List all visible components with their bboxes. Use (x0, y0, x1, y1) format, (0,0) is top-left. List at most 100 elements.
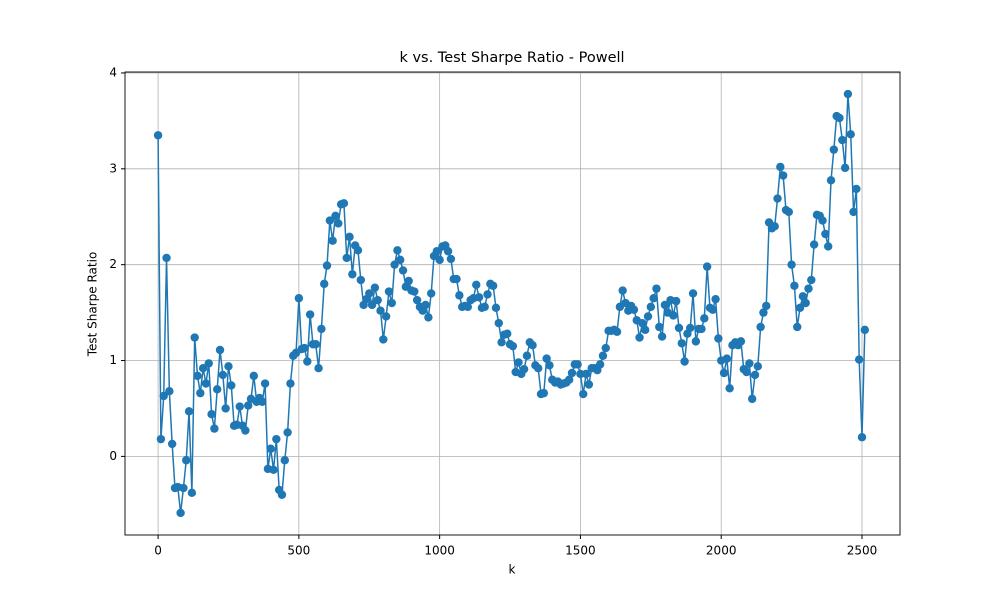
data-point (396, 255, 405, 265)
data-point (573, 360, 582, 369)
data-point (790, 281, 799, 290)
data-point (215, 345, 225, 355)
data-point (567, 368, 577, 378)
data-point (497, 338, 506, 347)
data-point (201, 379, 211, 388)
data-point (564, 375, 574, 384)
data-point (280, 456, 289, 465)
data-point (294, 294, 304, 303)
data-point (218, 370, 228, 380)
data-point (303, 357, 312, 366)
data-point (809, 240, 819, 249)
data-point (677, 339, 686, 348)
data-point (404, 276, 413, 286)
data-point (778, 171, 788, 180)
data-point (793, 322, 802, 332)
data-point (455, 291, 464, 300)
data-point (325, 216, 335, 225)
data-point (708, 305, 717, 314)
data-point (503, 329, 512, 338)
data-point (725, 384, 734, 393)
data-point (519, 364, 529, 374)
x-tick-label: 1500 (565, 544, 596, 558)
data-point (452, 274, 461, 284)
data-point (353, 246, 363, 255)
data-point (387, 298, 396, 308)
data-point (697, 324, 706, 334)
data-point (314, 364, 323, 373)
data-point (533, 364, 543, 373)
x-tick-label: 1000 (424, 544, 455, 558)
data-point (638, 318, 647, 328)
data-point (598, 351, 608, 360)
data-point (210, 424, 219, 433)
data-point (756, 322, 765, 332)
data-point (753, 362, 763, 371)
data-point (488, 281, 498, 290)
data-point (643, 312, 653, 321)
data-point (857, 433, 867, 442)
data-point (818, 216, 827, 225)
data-point (266, 444, 275, 453)
data-point (579, 389, 588, 399)
data-point (176, 508, 185, 518)
x-axis-label: k (509, 563, 516, 577)
data-point (342, 253, 351, 263)
data-point (376, 306, 385, 315)
data-point (474, 293, 484, 302)
data-point (446, 254, 456, 264)
data-point (204, 359, 213, 368)
data-point (669, 311, 678, 320)
data-point (269, 465, 278, 475)
data-point (207, 410, 216, 419)
y-axis-label: Test Sharpe Ratio (86, 252, 100, 358)
data-point (224, 362, 233, 371)
data-point (686, 323, 695, 333)
data-point (691, 337, 701, 346)
data-point (829, 145, 839, 154)
data-point (322, 261, 332, 270)
data-point (182, 456, 191, 465)
data-point (286, 379, 295, 388)
data-point (305, 310, 315, 319)
data-point (424, 313, 433, 322)
data-point (187, 488, 197, 498)
data-point (801, 298, 810, 308)
data-point (660, 300, 670, 310)
data-point (339, 199, 349, 208)
data-point (635, 333, 644, 342)
data-point (167, 439, 177, 449)
data-point (435, 255, 444, 265)
data-point (584, 380, 594, 389)
data-point (198, 364, 208, 373)
data-point (798, 292, 808, 301)
data-point (426, 289, 436, 298)
plot-frame (124, 71, 901, 536)
data-point (852, 184, 861, 194)
data-point (334, 219, 343, 228)
data-point (159, 391, 168, 401)
data-point (522, 351, 532, 360)
data-point (759, 308, 768, 317)
data-point (542, 354, 551, 363)
data-point (688, 289, 698, 298)
data-point (410, 287, 419, 296)
data-point (345, 232, 354, 242)
x-tick-label: 2000 (706, 544, 737, 558)
x-tick-label: 2500 (847, 544, 878, 558)
data-point (835, 113, 844, 123)
data-point (854, 355, 864, 364)
data-point (711, 294, 720, 304)
data-point (165, 387, 174, 396)
data-point (750, 370, 760, 380)
data-point (671, 296, 681, 306)
data-point (272, 434, 281, 444)
data-point (826, 176, 836, 185)
data-point (652, 284, 661, 293)
data-point (539, 388, 549, 398)
data-point (213, 385, 222, 394)
data-point (398, 266, 408, 275)
data-point (747, 394, 757, 404)
data-point (483, 290, 492, 299)
